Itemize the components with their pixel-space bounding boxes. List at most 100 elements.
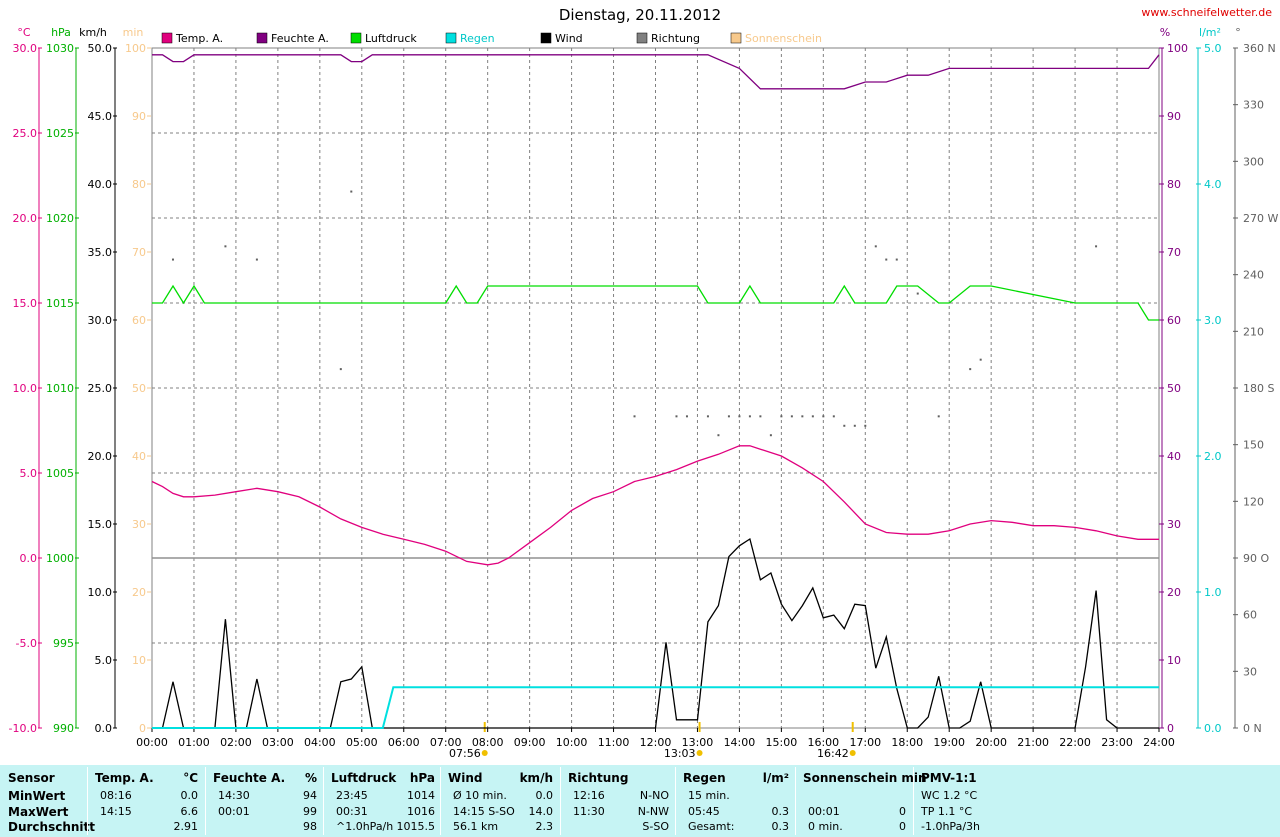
stats-value-label: 11:30 <box>573 805 605 818</box>
direction-point <box>255 258 258 261</box>
legend-swatch <box>350 32 362 44</box>
series-line-luftdruck <box>152 284 1159 321</box>
stats-column-title: PMV-1:1 <box>921 771 977 785</box>
hour-tick-label: 09:00 <box>514 736 546 749</box>
humidity-tick-label: 70 <box>1167 246 1181 259</box>
sun-tick-label: 90 <box>132 110 146 123</box>
series-layer <box>151 54 1160 729</box>
stats-value-label: WC 1.2 °C <box>921 789 978 802</box>
stats-row-label: Durchschnitt <box>8 820 96 834</box>
stats-value-label: 14:30 <box>218 789 250 802</box>
temp-tick-label: 10.0 <box>13 382 38 395</box>
stats-value-label: 12:16 <box>573 789 605 802</box>
sun-marker-dot <box>696 750 703 756</box>
humidity-tick-label: 90 <box>1167 110 1181 123</box>
hour-tick-label: 20:00 <box>975 736 1007 749</box>
direction-tick-label: 150 <box>1243 439 1264 452</box>
rain-tick-label: 0.0 <box>1204 722 1222 735</box>
hour-tick-label: 23:00 <box>1101 736 1133 749</box>
pressure-tick-label: 1030 <box>46 42 74 55</box>
stats-value: 98 <box>303 820 317 833</box>
direction-tick-label: 0 N <box>1243 722 1262 735</box>
temp-tick-label: 25.0 <box>13 127 38 140</box>
stats-column-title: Feuchte A. <box>213 771 286 785</box>
legend-swatch <box>730 32 742 44</box>
hour-tick-label: 19:00 <box>933 736 965 749</box>
humidity-tick-label: 80 <box>1167 178 1181 191</box>
wind-tick-label: 0.0 <box>95 722 113 735</box>
source-url[interactable]: www.schneifelwetter.de <box>1141 6 1272 19</box>
legend-label: Temp. A. <box>175 32 223 45</box>
direction-point <box>843 424 846 427</box>
direction-point <box>916 292 919 295</box>
rain-unit: l/m² <box>1199 26 1221 39</box>
stats-value: 0 <box>899 805 906 818</box>
direction-point <box>633 415 636 418</box>
wind-tick-label: 45.0 <box>88 110 113 123</box>
pressure-tick-label: 1015 <box>46 297 74 310</box>
direction-point <box>171 258 174 261</box>
hour-tick-label: 07:00 <box>430 736 462 749</box>
stats-column-separator <box>87 767 88 835</box>
legend-swatch <box>161 32 173 44</box>
stats-column-separator <box>560 767 561 835</box>
stats-row-label: MaxWert <box>8 805 69 819</box>
pressure-tick-label: 1000 <box>46 552 74 565</box>
series-line-wind <box>152 537 1159 729</box>
direction-point <box>738 415 741 418</box>
stats-column-separator <box>675 767 676 835</box>
title-layer: Dienstag, 20.11.2012 www.schneifelwetter… <box>559 6 1272 24</box>
direction-point <box>224 245 227 248</box>
humidity-tick-label: 10 <box>1167 654 1181 667</box>
series-line-feuchte-a <box>152 54 1160 90</box>
hour-tick-label: 13:00 <box>682 736 714 749</box>
wind-tick-label: 30.0 <box>88 314 113 327</box>
direction-point <box>780 415 783 418</box>
direction-tick-label: 180 S <box>1243 382 1274 395</box>
stats-column-title: Sonnenschein min <box>803 771 927 785</box>
hour-tick-label: 14:00 <box>724 736 756 749</box>
legend-label: Regen <box>460 32 495 45</box>
hour-tick-label: 06:00 <box>388 736 420 749</box>
stats-column-unit: hPa <box>409 771 435 785</box>
direction-point <box>685 415 688 418</box>
sun-tick-label: 10 <box>132 654 146 667</box>
stats-value-label: -1.0hPa/3h <box>921 820 980 833</box>
stats-column-unit: km/h <box>519 771 553 785</box>
humidity-tick-label: 100 <box>1167 42 1188 55</box>
wind-tick-label: 50.0 <box>88 42 113 55</box>
wind-unit: km/h <box>79 26 107 39</box>
stats-value: 0.0 <box>180 789 199 802</box>
stats-column-title: Regen <box>683 771 726 785</box>
hour-tick-label: 18:00 <box>891 736 923 749</box>
stats-column-separator <box>913 767 914 835</box>
direction-point <box>748 415 751 418</box>
direction-point <box>759 415 762 418</box>
stats-value-label: 15 min. <box>688 789 730 802</box>
stats-column-separator <box>795 767 796 835</box>
direction-point <box>853 424 856 427</box>
temp-tick-label: -5.0 <box>16 637 37 650</box>
hour-tick-label: 12:00 <box>640 736 672 749</box>
rain-tick-label: 3.0 <box>1204 314 1222 327</box>
hour-tick-label: 24:00 <box>1143 736 1175 749</box>
stats-value: N-NO <box>639 789 669 802</box>
wind-tick-label: 35.0 <box>88 246 113 259</box>
sun-tick-label: 100 <box>125 42 146 55</box>
direction-point <box>339 368 342 371</box>
hour-tick-label: 04:00 <box>304 736 336 749</box>
temp-tick-label: 5.0 <box>20 467 38 480</box>
sun-tick-label: 30 <box>132 518 146 531</box>
sun-marker-label: 13:03 <box>664 747 696 760</box>
wind-tick-label: 40.0 <box>88 178 113 191</box>
legend-swatch <box>445 32 457 44</box>
legend-swatch <box>636 32 648 44</box>
stats-column-unit: °C <box>183 771 198 785</box>
stats-value: 0.3 <box>771 805 790 818</box>
wind-tick-label: 20.0 <box>88 450 113 463</box>
pressure-tick-label: 990 <box>53 722 74 735</box>
stats-column-unit: % <box>304 771 317 785</box>
hour-tick-label: 02:00 <box>220 736 252 749</box>
stats-value-label: 14:15 S-SO <box>453 805 515 818</box>
pressure-tick-label: 1025 <box>46 127 74 140</box>
